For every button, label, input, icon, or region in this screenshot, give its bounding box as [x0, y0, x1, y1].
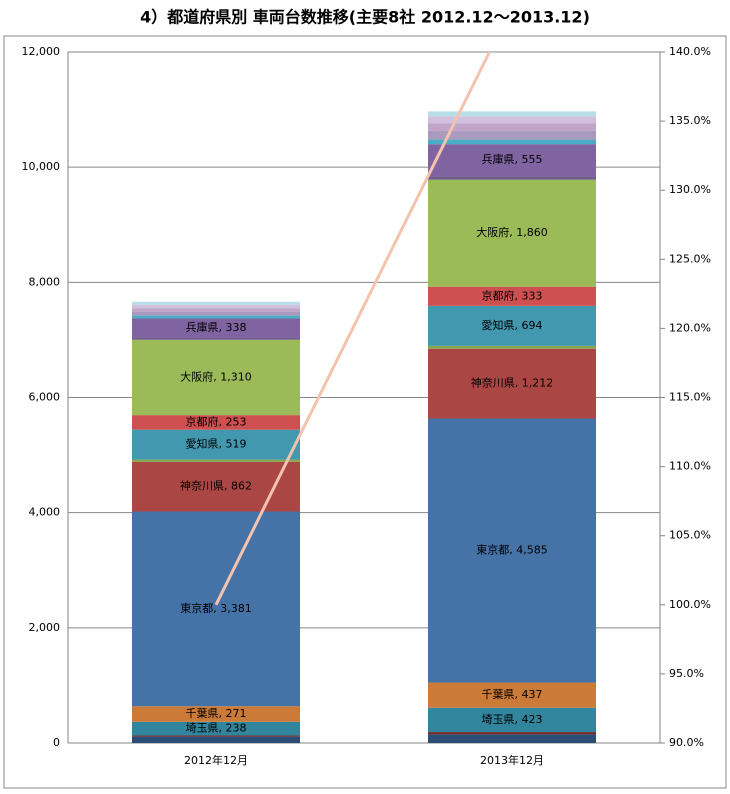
- bar-segment: [132, 337, 300, 340]
- bar-segment: [428, 734, 596, 743]
- data-label: 千葉県, 437: [482, 687, 543, 701]
- bar-segment: [428, 732, 596, 735]
- y-tick-label: 4,000: [29, 506, 61, 519]
- line-series: [214, 52, 492, 606]
- y2-tick-label: 95.0%: [669, 667, 704, 680]
- bar-segment: [428, 418, 596, 683]
- bar-segment: [132, 461, 300, 512]
- y2-tick-label: 100.0%: [669, 598, 711, 611]
- bar-segment: [428, 707, 596, 733]
- bar-segment: [428, 139, 596, 145]
- data-label: 東京都, 3,381: [180, 601, 251, 615]
- bar-segment: [132, 736, 300, 743]
- bar-segment: [132, 721, 300, 736]
- x-tick-label: 2012年12月: [184, 753, 248, 767]
- bar-segment: [132, 311, 300, 316]
- bar-segment: [428, 286, 596, 306]
- data-label: 神奈川県, 1,212: [471, 376, 553, 390]
- bar-segment: [132, 304, 300, 309]
- data-label: 兵庫県, 338: [186, 320, 247, 334]
- data-label: 京都府, 253: [186, 414, 247, 428]
- data-label: 埼玉県, 423: [482, 712, 543, 726]
- data-label: 大阪府, 1,860: [476, 225, 547, 239]
- bar-segment: [428, 111, 596, 117]
- y2-tick-label: 90.0%: [669, 736, 704, 749]
- bar-segment: [428, 179, 596, 287]
- bar-segment: [132, 735, 300, 737]
- bar-segment: [428, 345, 596, 349]
- bar-segment: [132, 301, 300, 305]
- data-label: 東京都, 4,585: [476, 543, 547, 557]
- y2-tick-label: 140.0%: [669, 45, 711, 58]
- bar-segment: [428, 305, 596, 346]
- bar-segment: [428, 682, 596, 708]
- y-tick-label: 6,000: [29, 391, 61, 404]
- y-tick-label: 0: [53, 736, 60, 749]
- y2-tick-label: 105.0%: [669, 529, 711, 542]
- bar-segment: [428, 176, 596, 180]
- bar-segment: [428, 116, 596, 124]
- bar-segment: [132, 459, 300, 462]
- x-tick-label: 2013年12月: [480, 753, 544, 767]
- data-label: 千葉県, 271: [186, 706, 247, 720]
- bar-segment: [132, 315, 300, 319]
- bar-segment: [132, 706, 300, 722]
- y2-tick-label: 120.0%: [669, 321, 711, 334]
- bar-segment: [132, 318, 300, 338]
- data-label: 愛知県, 694: [482, 318, 543, 332]
- data-label: 兵庫県, 555: [482, 152, 543, 166]
- chart-title: 4）都道府県別 車両台数推移(主要8社 2012.12～2013.12): [140, 8, 590, 27]
- y2-tick-label: 135.0%: [669, 114, 711, 127]
- y-tick-label: 10,000: [22, 160, 61, 173]
- y-tick-label: 12,000: [22, 45, 61, 58]
- bar-segment: [428, 348, 596, 419]
- data-label: 愛知県, 519: [186, 437, 247, 451]
- chart-frame: [3, 35, 727, 789]
- data-label: 大阪府, 1,310: [180, 369, 251, 383]
- data-label: 神奈川県, 862: [180, 479, 252, 493]
- bar-segment: [428, 144, 596, 177]
- bar-segment: [132, 429, 300, 460]
- y-tick-label: 2,000: [29, 621, 61, 634]
- y2-tick-label: 115.0%: [669, 391, 711, 404]
- bar-segment: [132, 308, 300, 312]
- data-label: 埼玉県, 238: [186, 721, 247, 735]
- bar-segment: [428, 130, 596, 140]
- bar-segment: [428, 123, 596, 131]
- y2-tick-label: 130.0%: [669, 183, 711, 196]
- y2-tick-label: 110.0%: [669, 460, 711, 473]
- y-tick-label: 8,000: [29, 275, 61, 288]
- y2-tick-label: 125.0%: [669, 252, 711, 265]
- bar-segment: [132, 339, 300, 416]
- bar-segment: [132, 415, 300, 430]
- bar-segment: [132, 511, 300, 707]
- data-label: 京都府, 333: [482, 288, 543, 302]
